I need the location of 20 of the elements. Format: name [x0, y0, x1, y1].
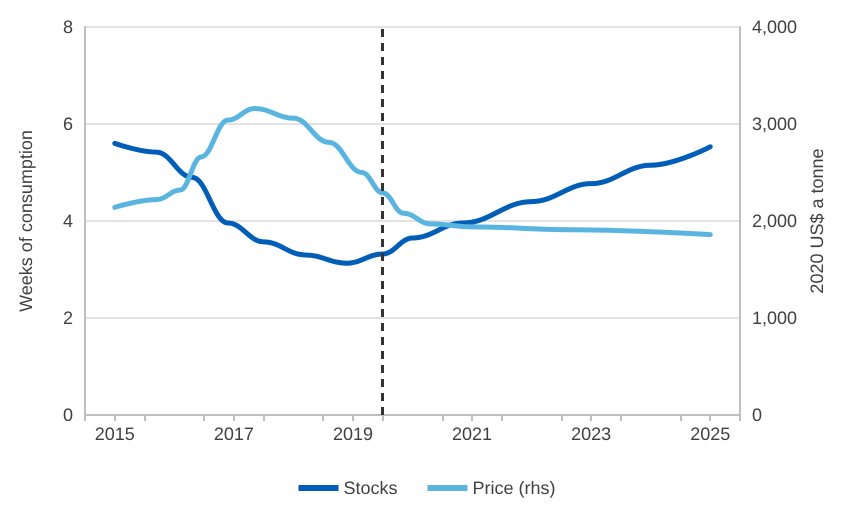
- legend-label: Price (rhs): [472, 478, 556, 498]
- y2-tick-label: 2,000: [752, 211, 798, 231]
- x-tick-label: 2015: [94, 424, 135, 444]
- y-tick-label: 4: [62, 211, 73, 231]
- x-tick-label: 2017: [214, 424, 254, 444]
- y2-tick-label: 1,000: [752, 308, 798, 328]
- y2-tick-label: 4,000: [752, 17, 798, 37]
- x-tick-label: 2025: [690, 424, 730, 444]
- legend-label: Stocks: [343, 478, 398, 498]
- y-tick-label: 0: [62, 405, 73, 425]
- y2-tick-label: 3,000: [752, 114, 798, 134]
- y-tick-label: 8: [62, 17, 73, 37]
- x-tick-label: 2023: [571, 424, 612, 444]
- y-axis-title: Weeks of consumption: [16, 130, 36, 312]
- y-tick-label: 6: [62, 114, 73, 134]
- y-tick-label: 2: [62, 308, 73, 328]
- y2-axis-title: 2020 US$ a tonne: [806, 148, 827, 294]
- x-tick-label: 2019: [332, 424, 373, 444]
- x-tick-label: 2021: [452, 424, 492, 444]
- y2-tick-label: 0: [752, 405, 762, 425]
